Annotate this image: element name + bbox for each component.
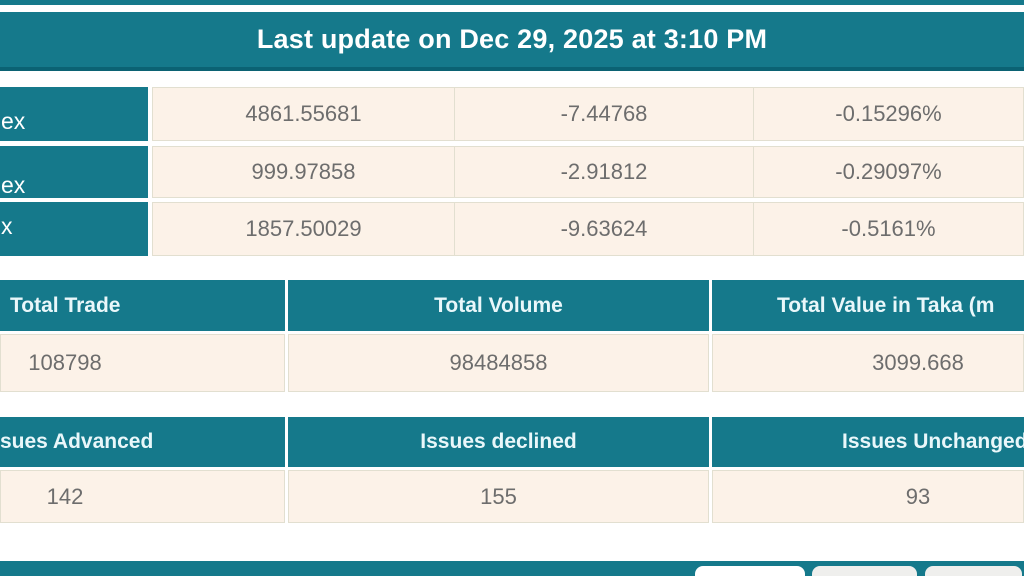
index-row-3-value: 1857.50029 <box>152 202 455 256</box>
index-row-2-label-fragment: ex <box>1 171 26 198</box>
total-trade-value: 108798 <box>0 334 285 392</box>
total-volume-value: 98484858 <box>288 334 709 392</box>
index-row-1-change-pct: -0.15296% <box>753 87 1024 141</box>
total-value-header: Total Value in Taka (m <box>712 280 1024 331</box>
total-value-value: 3099.668 <box>712 334 1024 392</box>
index-row-2-value: 999.97858 <box>152 146 455 198</box>
total-volume-header: Total Volume <box>288 280 709 331</box>
index-row-2-change: -2.91812 <box>454 146 754 198</box>
index-row-2-change-pct: -0.29097% <box>753 146 1024 198</box>
top-divider-bar <box>0 0 1024 5</box>
bottom-tab-2[interactable] <box>812 566 917 576</box>
issues-declined-header: Issues declined <box>288 417 709 467</box>
bottom-tab-1[interactable] <box>695 566 805 576</box>
index-row-1-change: -7.44768 <box>454 87 754 141</box>
index-row-1-label-fragment: ex <box>1 107 26 134</box>
issues-unchanged-header: Issues Unchanged <box>712 417 1024 467</box>
last-update-banner: Last update on Dec 29, 2025 at 3:10 PM <box>0 12 1024 71</box>
issues-declined-value: 155 <box>288 470 709 523</box>
issues-unchanged-value: 93 <box>712 470 1024 523</box>
issues-advanced-value: 142 <box>0 470 285 523</box>
index-row-3-label-fragment: x <box>1 212 13 239</box>
index-row-3-change-pct: -0.5161% <box>753 202 1024 256</box>
total-trade-header: Total Trade <box>0 280 285 331</box>
last-update-text: Last update on Dec 29, 2025 at 3:10 PM <box>256 24 768 54</box>
bottom-tab-3[interactable] <box>925 566 1022 576</box>
index-row-1-value: 4861.55681 <box>152 87 455 141</box>
index-row-2-label-cell: ex <box>0 146 148 198</box>
index-row-3-label-cell: x <box>0 202 148 256</box>
bottom-tab-bar <box>0 561 1024 576</box>
index-row-3-change: -9.63624 <box>454 202 754 256</box>
issues-advanced-header: sues Advanced <box>0 417 285 467</box>
index-row-1-label-cell: ex <box>0 87 148 141</box>
